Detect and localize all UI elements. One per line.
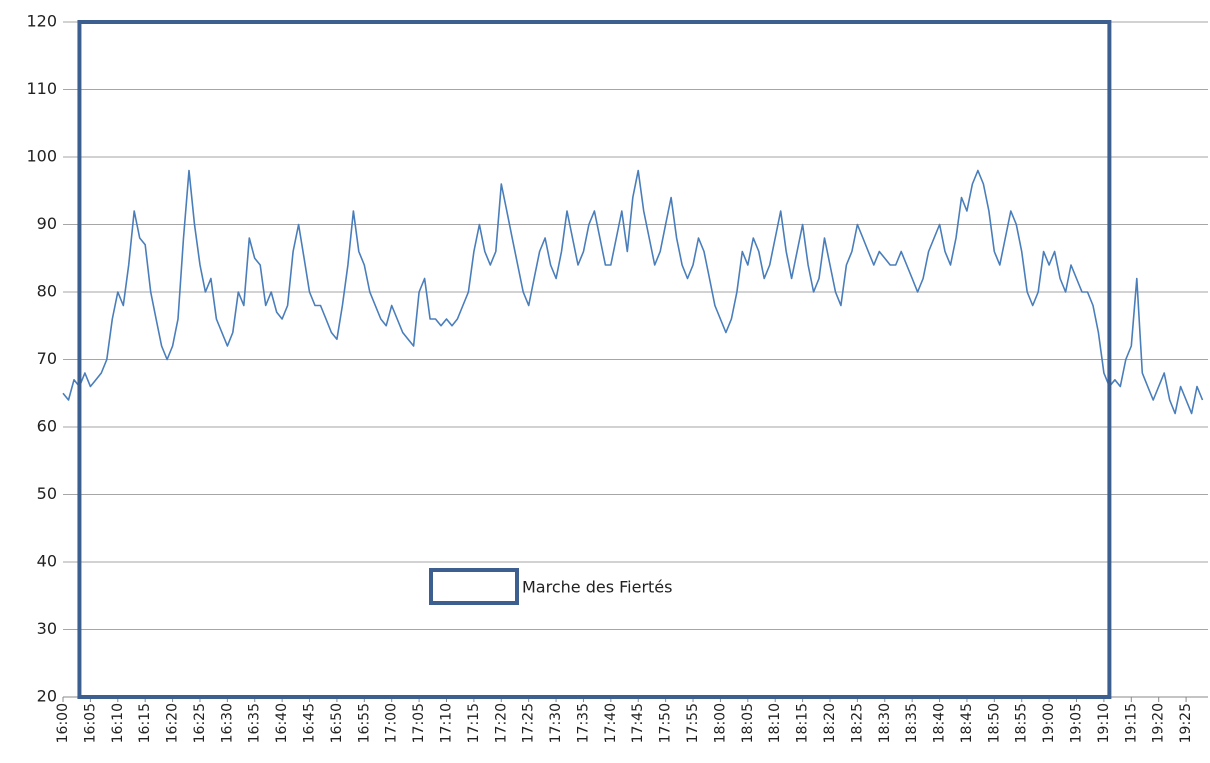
legend-swatch: [429, 568, 519, 605]
x-tick-label: 19:25: [1178, 703, 1194, 743]
x-tick-label: 18:10: [767, 703, 783, 743]
x-tick-label: 17:40: [603, 703, 619, 743]
y-tick-label: 90: [37, 214, 57, 233]
x-tick-label: 18:45: [959, 703, 975, 743]
x-tick-label: 18:15: [795, 703, 811, 743]
x-tick-label: 18:25: [849, 703, 865, 743]
x-tick-label: 19:10: [1096, 703, 1112, 743]
y-tick-label: 50: [37, 484, 57, 503]
x-tick-label: 16:45: [302, 703, 318, 743]
x-tick-label: 17:50: [658, 703, 674, 743]
x-tick-label: 18:30: [877, 703, 893, 743]
x-tick-label: 17:15: [466, 703, 482, 743]
y-tick-label: 100: [26, 147, 57, 166]
x-tick-label: 16:20: [165, 703, 181, 743]
x-tick-label: 17:10: [438, 703, 454, 743]
y-tick-label: 40: [37, 552, 57, 571]
x-tick-label: 16:10: [110, 703, 126, 743]
x-tick-label: 17:00: [384, 703, 400, 743]
x-tick-label: 16:50: [329, 703, 345, 743]
data-line: [62, 169, 1204, 415]
x-tick-label: 18:55: [1014, 703, 1030, 743]
legend-label: Marche des Fiertés: [522, 578, 672, 597]
y-tick-label: 120: [26, 12, 57, 31]
x-tick-label: 17:05: [411, 703, 427, 743]
y-tick-label: 110: [26, 79, 57, 98]
x-tick-label: 19:20: [1151, 703, 1167, 743]
x-tick-label: 16:00: [55, 703, 71, 743]
y-tick-label: 80: [37, 282, 57, 301]
x-tick-label: 19:05: [1069, 703, 1085, 743]
x-tick-label: 18:00: [712, 703, 728, 743]
x-tick-label: 16:40: [274, 703, 290, 743]
x-tick-label: 17:25: [521, 703, 537, 743]
x-tick-label: 16:30: [219, 703, 235, 743]
x-tick-label: 17:20: [493, 703, 509, 743]
x-tick-label: 16:05: [82, 703, 98, 743]
x-tick-label: 16:55: [356, 703, 372, 743]
y-tick-label: 70: [37, 349, 57, 368]
x-tick-label: 18:20: [822, 703, 838, 743]
x-tick-label: 19:15: [1123, 703, 1139, 743]
y-tick-label: 30: [37, 619, 57, 638]
event-span: [77, 20, 1112, 699]
x-tick-label: 16:25: [192, 703, 208, 743]
x-tick-label: 17:30: [548, 703, 564, 743]
y-tick-label: 60: [37, 417, 57, 436]
x-tick-label: 17:55: [685, 703, 701, 743]
x-tick-label: 18:35: [904, 703, 920, 743]
x-tick-label: 17:35: [575, 703, 591, 743]
x-tick-label: 16:35: [247, 703, 263, 743]
x-tick-label: 16:15: [137, 703, 153, 743]
x-tick-label: 18:50: [986, 703, 1002, 743]
x-tick-label: 18:40: [932, 703, 948, 743]
x-tick-label: 19:00: [1041, 703, 1057, 743]
y-tick-label: 20: [37, 687, 57, 706]
x-tick-label: 18:05: [740, 703, 756, 743]
x-tick-label: 17:45: [630, 703, 646, 743]
